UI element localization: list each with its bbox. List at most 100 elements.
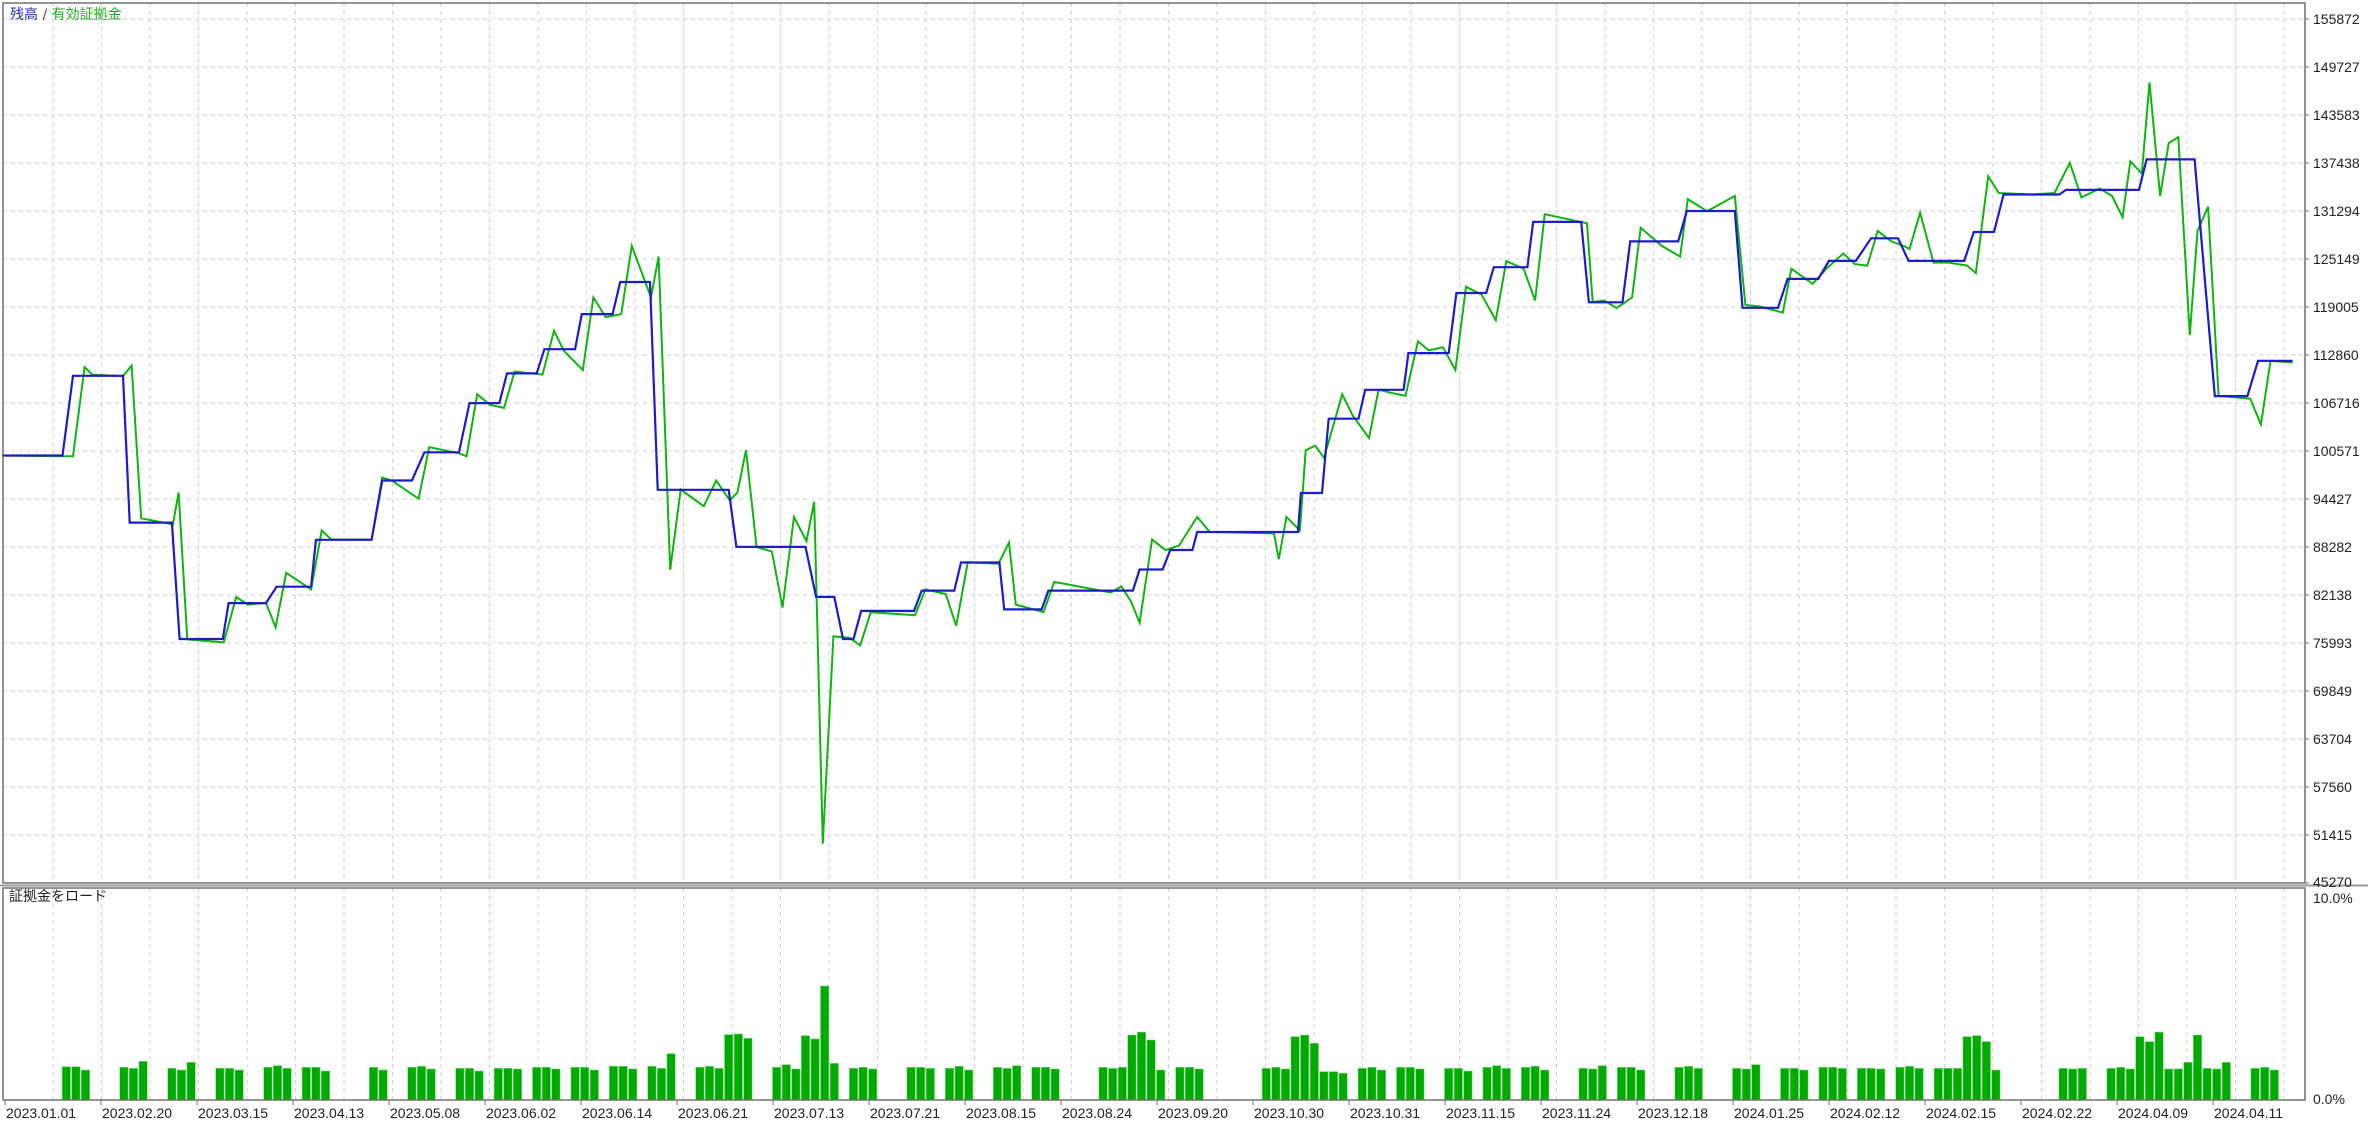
x-tick-label: 2023.10.31 bbox=[1350, 1105, 1420, 1121]
chart-frames bbox=[0, 2, 2368, 1101]
margin-load-bar bbox=[1501, 1068, 1511, 1101]
margin-load-bar bbox=[589, 1069, 599, 1101]
margin-load-bar bbox=[2068, 1068, 2078, 1101]
margin-load-bar bbox=[1933, 1068, 1943, 1101]
margin-load-bar bbox=[2164, 1068, 2174, 1101]
margin-load-bar bbox=[215, 1068, 225, 1101]
margin-load-bar bbox=[1492, 1065, 1502, 1101]
margin-load-bar bbox=[2193, 1034, 2203, 1101]
margin-load-bar bbox=[1972, 1035, 1982, 1101]
x-tick-label: 2023.06.02 bbox=[486, 1105, 556, 1121]
margin-load-bar bbox=[1041, 1066, 1051, 1101]
margin-load-bar bbox=[868, 1068, 878, 1101]
x-tick-label: 2024.02.15 bbox=[1926, 1105, 1996, 1121]
margin-load-bar bbox=[1012, 1065, 1022, 1101]
margin-load-bar bbox=[119, 1066, 129, 1101]
margin-load-bar bbox=[368, 1066, 378, 1101]
margin-load-bar bbox=[1674, 1066, 1684, 1101]
margin-load-bar bbox=[1991, 1069, 2001, 1101]
margin-load-bar bbox=[1789, 1068, 1799, 1101]
margin-load-bar bbox=[282, 1068, 292, 1101]
margin-load-bar bbox=[1914, 1068, 1924, 1101]
y-tick-label: 57560 bbox=[2313, 779, 2352, 795]
margin-load-bar bbox=[2116, 1066, 2126, 1101]
margin-load-bar bbox=[1540, 1069, 1550, 1101]
margin-load-bar bbox=[704, 1065, 714, 1101]
margin-load-bar bbox=[1857, 1068, 1867, 1101]
margin-load-bar bbox=[1338, 1072, 1348, 1101]
margin-load-bar bbox=[320, 1070, 330, 1101]
x-tick-label: 2023.11.15 bbox=[1446, 1105, 1515, 1121]
y-tick-label: 69849 bbox=[2313, 683, 2352, 699]
y-tick-label: 94427 bbox=[2313, 491, 2352, 507]
margin-load-bar bbox=[1175, 1066, 1185, 1101]
margin-load-bar bbox=[311, 1066, 321, 1101]
margin-load-bar bbox=[2135, 1036, 2145, 1101]
y-tick-label: 106716 bbox=[2313, 395, 2360, 411]
margin-load-bar bbox=[1415, 1068, 1425, 1101]
margin-load-bar bbox=[944, 1068, 954, 1101]
margin-load-bar bbox=[1281, 1068, 1291, 1101]
margin-load-bar bbox=[532, 1066, 542, 1101]
margin-load-bar bbox=[272, 1065, 282, 1101]
margin-load-bar bbox=[695, 1066, 705, 1101]
y-tick-label: 143583 bbox=[2313, 107, 2360, 123]
y-tick-label: 112860 bbox=[2313, 347, 2359, 363]
margin-load-bar bbox=[992, 1066, 1002, 1101]
margin-load-bar bbox=[2250, 1068, 2260, 1101]
margin-load-bar bbox=[416, 1065, 426, 1101]
x-tick-label: 2023.07.13 bbox=[774, 1105, 844, 1121]
margin-load-bar bbox=[1319, 1071, 1329, 1101]
margin-load-bar bbox=[618, 1065, 628, 1101]
margin-load-bar bbox=[1895, 1066, 1905, 1101]
x-tick-label: 2023.09.20 bbox=[1158, 1105, 1228, 1121]
legend-separator: / bbox=[42, 7, 48, 23]
margin-load-bar bbox=[743, 1038, 753, 1101]
grid-lines bbox=[3, 3, 2305, 1100]
subchart-axis-labels: 10.0% 0.0% bbox=[2313, 890, 2353, 1107]
balance-equity-lines bbox=[1, 82, 2293, 844]
margin-load-bar bbox=[1290, 1036, 1300, 1101]
margin-load-bar bbox=[1943, 1068, 1953, 1101]
margin-load-bar bbox=[925, 1068, 935, 1101]
margin-load-bar bbox=[234, 1069, 244, 1101]
margin-load-bar bbox=[1751, 1064, 1761, 1101]
x-tick-label: 2023.06.14 bbox=[582, 1105, 652, 1121]
x-tick-label: 2024.04.11 bbox=[2214, 1105, 2283, 1121]
margin-load-bar bbox=[733, 1033, 743, 1101]
margin-load-bar bbox=[1780, 1068, 1790, 1101]
margin-load-bar bbox=[464, 1068, 474, 1101]
margin-load-bar bbox=[1588, 1068, 1598, 1101]
margin-load-bar bbox=[1377, 1069, 1387, 1101]
margin-load-bar bbox=[551, 1068, 561, 1101]
y-axis-labels: 155872 149727 143583 137438 131294 125149 1190… bbox=[2305, 11, 2360, 890]
y-tick-label: 45270 bbox=[2313, 874, 2352, 890]
margin-load-bar bbox=[129, 1068, 139, 1101]
margin-load-bar bbox=[503, 1068, 513, 1101]
margin-load-bar bbox=[829, 1063, 839, 1101]
margin-load-bar bbox=[570, 1066, 580, 1101]
margin-load-bar bbox=[1396, 1066, 1406, 1101]
margin-load-bar bbox=[781, 1064, 791, 1101]
margin-load-bar bbox=[455, 1068, 465, 1101]
margin-load-bar bbox=[1367, 1066, 1377, 1101]
x-tick-label: 2023.12.18 bbox=[1638, 1105, 1708, 1121]
margin-load-bar bbox=[580, 1066, 590, 1101]
x-tick-label: 2023.06.21 bbox=[678, 1105, 748, 1121]
margin-load-bar bbox=[1876, 1068, 1886, 1101]
margin-load-bar bbox=[1521, 1066, 1531, 1101]
margin-load-bar bbox=[1597, 1065, 1607, 1101]
margin-load-bar bbox=[647, 1065, 657, 1101]
x-tick-label: 2023.10.30 bbox=[1254, 1105, 1324, 1121]
y-tick-label: 125149 bbox=[2313, 251, 2360, 267]
margin-load-bar bbox=[2212, 1068, 2222, 1101]
x-tick-label: 2023.11.24 bbox=[1542, 1105, 1611, 1121]
margin-load-bar bbox=[493, 1068, 503, 1101]
margin-load-bar bbox=[186, 1062, 196, 1101]
margin-load-bar bbox=[407, 1066, 417, 1101]
margin-load-bar bbox=[1578, 1068, 1588, 1101]
margin-load-bar bbox=[1741, 1068, 1751, 1101]
margin-load-bar bbox=[1329, 1071, 1339, 1101]
margin-load-bar bbox=[848, 1068, 858, 1101]
